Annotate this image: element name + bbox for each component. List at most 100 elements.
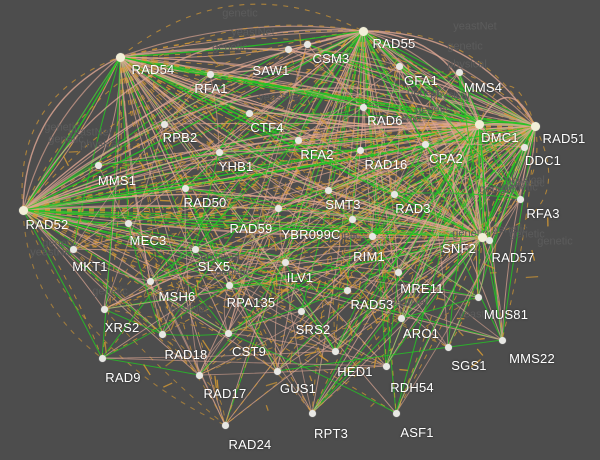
edge-physical [478, 121, 536, 127]
graph-node-rad59[interactable] [274, 204, 282, 212]
edge-physical [22, 56, 121, 211]
edge-genetic [476, 348, 484, 356]
graph-node-rad3[interactable] [390, 190, 398, 198]
edge-genetic [22, 209, 200, 376]
graph-node-aro1[interactable] [397, 314, 405, 322]
edge-genetic [327, 123, 480, 191]
graph-node-sgs1[interactable] [444, 343, 452, 351]
graph-node-rad9[interactable] [98, 354, 106, 362]
graph-node-msh6[interactable] [146, 277, 154, 285]
graph-node-snf2[interactable] [477, 232, 487, 242]
edge-genetic [404, 296, 415, 299]
edge-physical [458, 71, 490, 241]
edge-yeastNet [424, 143, 449, 348]
edge-physical [393, 192, 521, 200]
edge-yeastNet [184, 187, 200, 376]
edge-physical [311, 236, 483, 414]
edge-genetic [198, 236, 483, 376]
edge-genetic [321, 182, 329, 186]
edge-yeastNet [362, 30, 480, 125]
graph-node-rad54[interactable] [115, 52, 125, 62]
graph-node-rad53[interactable] [343, 286, 351, 294]
graph-node-ctf4[interactable] [245, 109, 253, 117]
edge-genetic [410, 258, 420, 266]
edge-genetic [347, 152, 354, 164]
graph-node-rad24[interactable] [221, 421, 229, 429]
graph-node-saw1[interactable] [284, 45, 292, 53]
graph-node-asf1[interactable] [392, 409, 400, 417]
graph-node-rad16[interactable] [356, 146, 364, 154]
edge-genetic [359, 83, 363, 95]
edge-genetic [312, 145, 324, 156]
graph-node-csm3[interactable] [303, 40, 311, 48]
graph-node-ybr099c[interactable] [348, 215, 356, 223]
graph-node-mms1[interactable] [94, 161, 102, 169]
graph-node-rad55[interactable] [358, 26, 368, 36]
graph-node-mkt1[interactable] [69, 245, 77, 253]
graph-node-hed1[interactable] [331, 347, 339, 355]
graph-node-cst9[interactable] [224, 329, 232, 337]
edge-yeastNet [284, 261, 503, 341]
edge-genetic [242, 173, 254, 182]
graph-node-rdh54[interactable] [382, 362, 390, 370]
edge-genetic [301, 322, 313, 333]
graph-node-ddc1[interactable] [520, 143, 528, 151]
edge-genetic [440, 204, 449, 212]
graph-node-mre11[interactable] [394, 268, 402, 276]
edge-yeastNet [119, 30, 364, 74]
graph-node-mus81[interactable] [474, 293, 482, 301]
graph-node-dmc1[interactable] [474, 119, 484, 129]
edge-genetic [188, 229, 200, 237]
edge-genetic [265, 381, 278, 387]
graph-node-rad57[interactable] [485, 236, 493, 244]
graph-node-rad17[interactable] [195, 371, 203, 379]
graph-node-gus1[interactable] [273, 367, 281, 375]
edge-genetic [287, 48, 373, 237]
edge-genetic [289, 245, 298, 248]
edge-physical [385, 236, 483, 367]
edge-genetic [138, 160, 147, 170]
edge-genetic [289, 351, 293, 365]
edge-genetic [339, 228, 348, 236]
graph-node-rpb2[interactable] [160, 120, 168, 128]
graph-node-rim1[interactable] [368, 232, 376, 240]
edge-physical [103, 308, 163, 335]
edge-genetic [72, 248, 163, 335]
edge-genetic [311, 236, 483, 414]
graph-node-mms22[interactable] [498, 336, 506, 344]
graph-node-rad6[interactable] [359, 103, 367, 111]
graph-node-cpa2[interactable] [421, 140, 429, 148]
edge-genetic [327, 187, 395, 195]
edge-yeastNet [119, 56, 480, 129]
edge-genetic [252, 168, 259, 175]
graph-node-ilv1[interactable] [281, 258, 289, 266]
graph-node-mms4[interactable] [455, 68, 463, 76]
edge-genetic [296, 335, 304, 340]
edge-yeastNet [72, 236, 483, 251]
graph-node-smt3[interactable] [324, 186, 332, 194]
graph-node-rad18[interactable] [158, 330, 166, 338]
graph-node-rad50[interactable] [181, 184, 189, 192]
graph-node-yhb1[interactable] [215, 148, 223, 156]
graph-node-slx5[interactable] [191, 245, 199, 253]
edge-genetic [238, 328, 254, 332]
edge-genetic [312, 67, 320, 75]
edge-genetic [358, 280, 362, 289]
graph-node-rfa1[interactable] [206, 70, 214, 78]
graph-node-rad52[interactable] [18, 205, 28, 215]
graph-node-rpt3[interactable] [308, 409, 316, 417]
edge-genetic [233, 263, 247, 271]
graph-node-rfa3[interactable] [516, 195, 524, 203]
graph-node-srs2[interactable] [297, 307, 305, 315]
edge-genetic [360, 290, 370, 300]
edge-genetic [163, 382, 173, 388]
graph-node-rpa135[interactable] [225, 281, 233, 289]
graph-node-mec3[interactable] [124, 219, 132, 227]
graph-node-rad51[interactable] [530, 121, 540, 131]
graph-node-gfa1[interactable] [395, 62, 403, 70]
edge-genetic [448, 208, 455, 216]
edge-genetic [216, 288, 227, 298]
graph-node-xrs2[interactable] [100, 305, 108, 313]
graph-node-rfa2[interactable] [294, 136, 302, 144]
